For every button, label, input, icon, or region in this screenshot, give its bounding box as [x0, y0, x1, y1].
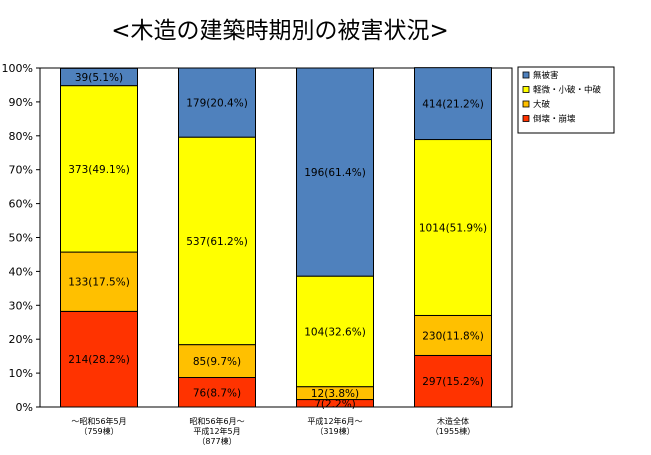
y-tick-label: 20%: [9, 333, 33, 346]
x-category-label: （319棟）: [315, 426, 354, 436]
legend-swatch: [522, 71, 530, 79]
bar-segment: [414, 354, 492, 408]
bar-segment: [178, 377, 256, 408]
chart-title: <木造の建築時期別の被害状況>: [111, 18, 449, 44]
x-category-label: 平成12年5月: [193, 426, 240, 436]
data-label: 104(32.6%): [304, 326, 366, 338]
data-label: 39(5.1%): [75, 72, 123, 84]
data-label: 85(9.7%): [193, 356, 241, 368]
x-category-label: （759棟）: [79, 426, 118, 436]
x-category-label: （877棟）: [197, 436, 236, 446]
y-tick-label: 40%: [9, 265, 33, 278]
bar-segment: [60, 67, 138, 87]
data-label: 179(20.4%): [186, 98, 248, 110]
bar-segment: [60, 310, 138, 408]
plot-area: 0% 10% 20% 30% 40% 50% 60% 70% 80% 90% 100% 214(28.…: [2, 62, 513, 446]
x-category-label: 昭和56年6月～: [189, 416, 244, 426]
legend-label: 軽微・小破・中破: [533, 85, 602, 96]
y-tick-label: 90%: [9, 96, 33, 109]
y-tick-label: 50%: [9, 232, 33, 245]
x-category-label: （1955棟）: [431, 426, 475, 436]
data-label: 297(15.2%): [422, 376, 484, 388]
data-label: 373(49.1%): [68, 164, 130, 176]
y-tick-label: 0%: [16, 401, 33, 414]
bar-segment: [178, 67, 256, 138]
y-tick-label: 60%: [9, 198, 33, 211]
legend-label: 大破: [533, 99, 551, 110]
bar-segment: [414, 314, 492, 356]
bar-segment: [414, 139, 492, 316]
data-label: 230(11.8%): [422, 330, 484, 342]
bar-segment: [178, 136, 256, 346]
y-tick-label: 100%: [2, 62, 33, 75]
y-tick-label: 80%: [9, 130, 33, 143]
data-label: 12(3.8%): [311, 388, 359, 400]
data-label: 214(28.2%): [68, 354, 130, 366]
legend-box: [517, 66, 615, 134]
bar-segment: [414, 67, 492, 141]
x-category-label: 木造全体: [437, 416, 469, 426]
x-category-label: 平成12年6月～: [307, 416, 362, 426]
data-label: 1014(51.9%): [419, 222, 487, 234]
legend-swatch: [522, 100, 530, 108]
data-label: 537(61.2%): [186, 236, 248, 248]
y-tick-label: 10%: [9, 367, 33, 380]
bar-segment: [60, 85, 138, 253]
x-category-label: ～昭和56年5月: [71, 416, 126, 426]
legend-swatch: [522, 115, 530, 122]
bar-segment: [296, 67, 374, 277]
data-label: 133(17.5%): [68, 277, 130, 289]
y-tick-label: 30%: [9, 299, 33, 312]
data-label: 76(8.7%): [193, 387, 241, 399]
data-label: 196(61.4%): [304, 167, 366, 179]
legend-label: 倒壊・崩壊: [533, 114, 576, 125]
y-tick-label: 70%: [9, 164, 33, 177]
legend-swatch: [522, 86, 530, 93]
bar-segment: [60, 251, 138, 312]
bar-segment: [296, 275, 374, 388]
data-label: 414(21.2%): [422, 99, 484, 111]
legend-label: 無被害: [533, 70, 559, 81]
data-label: 7(2.2%): [314, 398, 356, 410]
